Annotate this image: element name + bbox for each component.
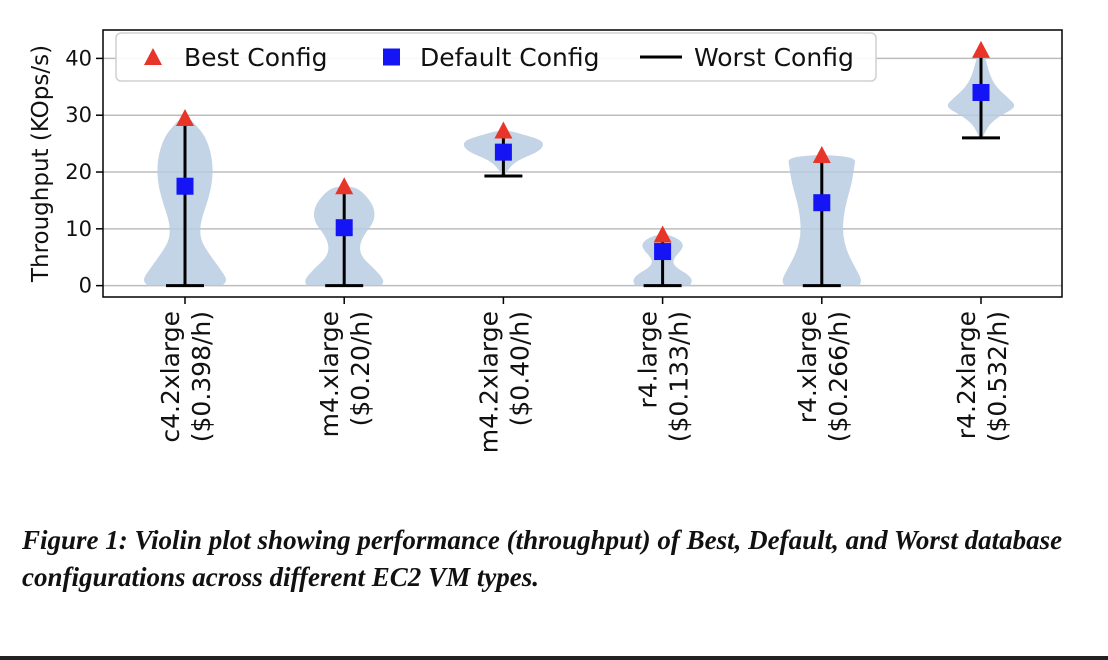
category-name: c4.2xlarge — [156, 311, 185, 443]
x-tick-label-c4.2xlarge: c4.2xlarge ($0.398/h) — [156, 311, 216, 443]
bottom-rule — [0, 656, 1108, 660]
x-tick-label-r4.2xlarge: r4.2xlarge ($0.532/h) — [952, 311, 1012, 442]
x-tick-label-m4.2xlarge: m4.2xlarge ($0.40/h) — [474, 311, 534, 453]
grid-lines — [103, 57, 1062, 287]
category-price: ($0.40/h) — [505, 311, 534, 426]
legend-default-label: Default Config — [420, 43, 600, 72]
y-tick-label: 40 — [65, 46, 92, 70]
category-name: m4.xlarge — [315, 311, 344, 437]
x-axis-ticks: c4.2xlarge ($0.398/h) m4.xlarge ($0.20/h) m4… — [156, 297, 1012, 453]
figure-caption: Figure 1: Violin plot showing performanc… — [22, 525, 1063, 592]
category-name: r4.2xlarge — [952, 311, 981, 439]
legend-worst-label: Worst Config — [694, 43, 854, 72]
category-name: m4.2xlarge — [474, 311, 503, 453]
violins — [144, 49, 1015, 286]
default-config-marker — [176, 177, 194, 195]
y-axis-label: Throughput (KOps/s) — [28, 45, 54, 283]
x-tick-label-r4.large: r4.large ($0.133/h) — [634, 311, 694, 442]
data-markers — [166, 40, 1000, 288]
x-tick-label-m4.xlarge: m4.xlarge ($0.20/h) — [315, 311, 375, 437]
default-config-marker — [654, 243, 672, 261]
legend-box — [115, 32, 877, 82]
category-price: ($0.133/h) — [665, 311, 694, 442]
best-config-marker — [812, 145, 831, 163]
x-tick-label-r4.xlarge: r4.xlarge ($0.266/h) — [793, 311, 853, 442]
category-name: r4.xlarge — [793, 311, 822, 423]
category-price: ($0.532/h) — [983, 311, 1012, 442]
default-config-marker — [494, 143, 512, 161]
category-price: ($0.398/h) — [187, 311, 216, 442]
default-config-marker — [813, 194, 831, 212]
default-config-marker — [335, 219, 353, 237]
legend-default-marker — [383, 48, 400, 66]
plot-frame — [102, 29, 1063, 298]
category-price: ($0.20/h) — [346, 311, 375, 426]
best-config-marker — [653, 225, 672, 243]
y-tick-label: 10 — [65, 217, 92, 241]
best-config-marker — [494, 121, 513, 139]
y-tick-label: 0 — [79, 274, 92, 298]
best-config-marker — [335, 177, 354, 195]
category-price: ($0.266/h) — [824, 311, 853, 442]
best-config-marker — [176, 109, 194, 127]
y-axis-ticks: 0 10 20 30 40 — [65, 46, 103, 298]
y-tick-label: 20 — [65, 160, 92, 184]
legend-best-label: Best Config — [184, 43, 328, 72]
best-config-marker — [972, 40, 990, 58]
legend: Best Config Default Config Worst Config — [115, 32, 877, 82]
y-tick-label: 30 — [65, 103, 92, 127]
default-config-marker — [972, 83, 990, 101]
legend-best-marker — [144, 48, 162, 65]
category-name: r4.large — [634, 311, 663, 409]
